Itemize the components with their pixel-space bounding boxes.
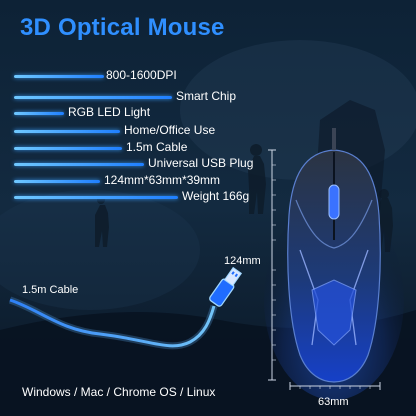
feature-label: Home/Office Use [124, 123, 216, 137]
height-dimension-label: 124mm [224, 255, 261, 267]
feature-label: Smart Chip [176, 89, 237, 103]
usb-cable [8, 296, 218, 350]
height-ruler [268, 149, 276, 381]
mouse-body [287, 128, 381, 383]
feature-line [14, 75, 104, 78]
usb-plug-icon [209, 266, 243, 307]
feature-label: 800-1600DPI [106, 68, 177, 82]
cable-length-label: 1.5m Cable [22, 284, 79, 296]
feature-label: 1.5m Cable [126, 140, 188, 154]
feature-label: Universal USB Plug [148, 156, 254, 170]
width-dimension-label: 63mm [318, 396, 349, 408]
feature-label: 124mm*63mm*39mm [104, 173, 221, 187]
feature-label: Weight 166g [182, 189, 250, 203]
width-ruler [289, 382, 381, 390]
compatibility-text: Windows / Mac / Chrome OS / Linux [22, 385, 216, 399]
feature-line [14, 196, 178, 199]
feature-line [14, 130, 120, 133]
product-title: 3D Optical Mouse [20, 14, 225, 41]
feature-line [14, 163, 144, 166]
feature-line [14, 112, 64, 115]
feature-line [14, 147, 122, 150]
feature-line [14, 180, 100, 183]
feature-label: RGB LED Light [68, 105, 151, 119]
feature-line [14, 96, 172, 99]
